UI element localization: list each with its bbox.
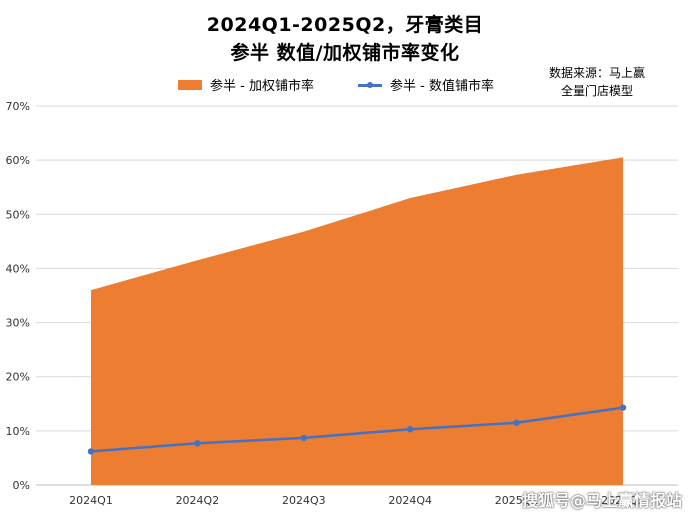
line-point bbox=[194, 440, 201, 447]
y-tick-label: 60% bbox=[6, 154, 30, 167]
source-line1: 数据来源：马上赢 bbox=[548, 66, 645, 80]
line-point bbox=[87, 448, 95, 455]
line-point bbox=[300, 434, 307, 442]
chart-title-line2: 参半 数值/加权铺市率变化 bbox=[230, 42, 460, 64]
legend-item-weighted: 参半 - 加权铺市率 bbox=[178, 75, 314, 94]
data-source-note: 数据来源：马上赢 全量门店模型 bbox=[522, 64, 672, 100]
y-tick-label: 50% bbox=[6, 208, 30, 221]
x-tick-label: 2024Q1 bbox=[69, 494, 113, 507]
line-numeric-distribution bbox=[90, 406, 624, 453]
x-tick-label: 2024Q2 bbox=[176, 494, 220, 507]
legend-line-swatch bbox=[358, 80, 382, 90]
y-axis: 0% 10% 20% 30% 40% 50% 60% 70% bbox=[6, 100, 30, 492]
y-tick-label: 0% bbox=[13, 479, 30, 492]
chart-title-line1: 2024Q1-2025Q2，牙膏类目 bbox=[206, 14, 484, 36]
area-weighted-distribution bbox=[91, 157, 623, 485]
chart-marks bbox=[87, 157, 627, 485]
legend-area-swatch bbox=[178, 79, 202, 90]
x-axis: 2024Q1 2024Q2 2024Q3 2024Q4 2025Q1 2025Q2 bbox=[69, 494, 645, 507]
x-tick-label: 2024Q3 bbox=[282, 494, 326, 507]
line-point bbox=[407, 426, 414, 433]
legend-label-weighted: 参半 - 加权铺市率 bbox=[210, 79, 314, 94]
legend-item-numeric: 参半 - 数值铺市率 bbox=[358, 75, 494, 94]
watermark-text: 搜狐号@马上赢情报站 bbox=[521, 491, 682, 510]
y-tick-label: 20% bbox=[6, 371, 30, 384]
source-line2: 全量门店模型 bbox=[560, 84, 633, 98]
line-point bbox=[513, 419, 520, 426]
y-tick-label: 10% bbox=[6, 425, 30, 438]
x-tick-label: 2025Q2 bbox=[601, 494, 645, 507]
x-tick-label: 2024Q4 bbox=[388, 494, 432, 507]
legend: 参半 - 加权铺市率 参半 - 数值铺市率 bbox=[0, 75, 690, 94]
line-point bbox=[619, 404, 627, 411]
y-tick-label: 70% bbox=[6, 100, 30, 113]
y-tick-label: 40% bbox=[6, 262, 30, 275]
y-tick-label: 30% bbox=[6, 317, 30, 330]
legend-label-numeric: 参半 - 数值铺市率 bbox=[390, 79, 494, 94]
x-tick-label: 2025Q1 bbox=[495, 494, 539, 507]
